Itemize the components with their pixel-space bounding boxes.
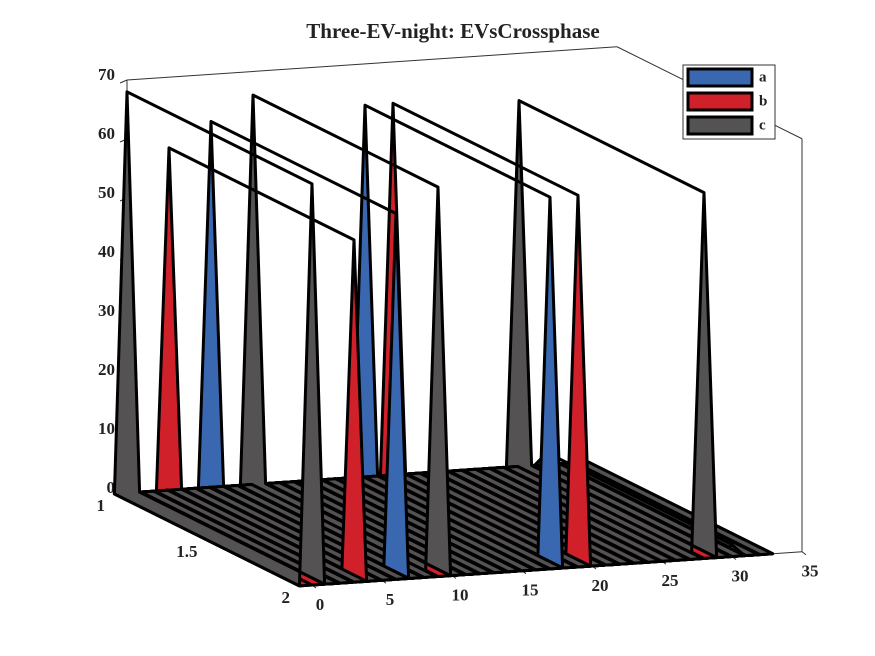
- box-edge: [126, 46, 618, 81]
- legend-swatch: [686, 115, 754, 136]
- legend-label: b: [759, 93, 767, 109]
- legend-swatch: [686, 91, 754, 112]
- legend-swatch: [686, 67, 754, 88]
- x-tick-label: 25: [662, 571, 679, 590]
- x-tick-label: 15: [522, 581, 539, 600]
- x-tick: [801, 551, 807, 556]
- z-tick-label: 60: [98, 124, 115, 143]
- z-tick-label: 70: [98, 65, 115, 84]
- x-tick-label: 30: [732, 566, 749, 585]
- z-tick: [119, 79, 128, 84]
- x-tick-label: 35: [802, 562, 819, 581]
- z-tick-label: 40: [98, 242, 115, 261]
- x-tick-label: 10: [452, 585, 469, 604]
- x-tick-label: 0: [316, 595, 325, 614]
- y-tick-label: 1.5: [176, 542, 197, 561]
- x-tick-label: 5: [386, 590, 395, 609]
- chart-title: Three-EV-night: EVsCrossphase: [306, 19, 599, 43]
- z-tick-label: 20: [98, 360, 115, 379]
- z-tick-label: 50: [98, 183, 115, 202]
- ribbon: [112, 90, 327, 588]
- y-tick-label: 2: [282, 588, 291, 607]
- x-tick-label: 20: [592, 576, 609, 595]
- legend-label: a: [759, 69, 767, 85]
- z-tick-label: 30: [98, 301, 115, 320]
- z-tick-label: 0: [107, 478, 116, 497]
- legend-label: c: [759, 117, 766, 133]
- z-tick-label: 10: [98, 419, 115, 438]
- y-tick-label: 1: [97, 496, 106, 515]
